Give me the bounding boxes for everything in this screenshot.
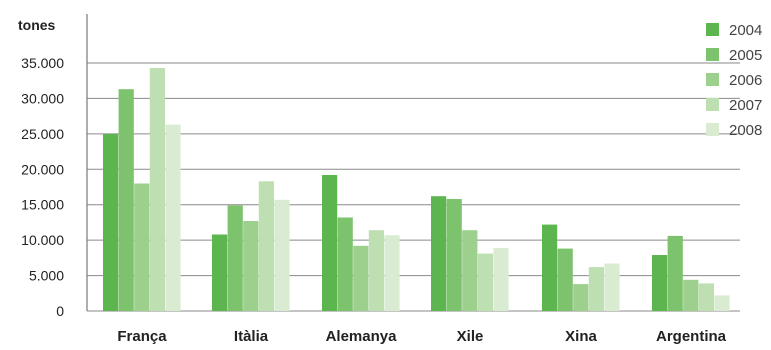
bar-2005-1	[227, 205, 243, 311]
y-axis-tick-labels: 0 5.000 10.000 15.000 20.000 25.000 30.000 35.0…	[21, 55, 64, 319]
bar-2007-3	[477, 253, 493, 311]
bar-2006-0	[134, 183, 150, 311]
bar-2008-5	[714, 295, 730, 311]
y-tick-label: 35.000	[21, 55, 64, 71]
bar-2007-0	[149, 68, 165, 311]
bar-2005-3	[446, 199, 462, 311]
bar-2006-3	[462, 230, 478, 311]
x-category-label: Itàlia	[234, 328, 269, 345]
bar-2006-1	[243, 221, 259, 311]
y-tick-label: 5.000	[29, 268, 64, 284]
bar-2006-2	[353, 245, 369, 311]
bar-2007-2	[368, 230, 384, 311]
bar-2006-5	[683, 279, 699, 311]
bar-2005-5	[667, 235, 683, 311]
bar-2007-4	[588, 267, 604, 311]
x-category-label: Xina	[565, 328, 597, 345]
legend-label: 2005	[729, 47, 762, 64]
bar-2004-2	[322, 175, 338, 311]
bar-2008-2	[384, 235, 400, 311]
bar-2008-3	[493, 247, 509, 311]
gridlines	[87, 62, 740, 312]
y-tick-label: 10.000	[21, 232, 64, 248]
bar-2004-1	[212, 234, 228, 311]
bar-2004-3	[431, 196, 447, 311]
bar-2005-0	[118, 89, 134, 311]
legend-swatch	[706, 48, 719, 61]
x-axis-category-labels: França Itàlia Alemanya Xile Xina Argentina	[117, 328, 726, 345]
legend-swatch	[706, 23, 719, 36]
bar-2007-5	[698, 283, 714, 311]
x-category-label: Xile	[457, 328, 484, 345]
legend-swatch	[706, 98, 719, 111]
bars	[103, 68, 730, 311]
legend-label: 2007	[729, 97, 762, 114]
bar-2004-0	[103, 133, 119, 311]
legend-swatch	[706, 73, 719, 86]
x-category-label: França	[117, 328, 167, 345]
legend: 2004 2005 2006 2007 2008	[706, 22, 762, 139]
y-axis-unit-label: tones	[18, 17, 56, 33]
bar-2005-2	[337, 217, 353, 311]
y-tick-label: 20.000	[21, 161, 64, 177]
bar-2006-4	[573, 284, 589, 311]
bar-2004-5	[652, 255, 668, 311]
x-category-label: Argentina	[656, 328, 727, 345]
bar-2007-1	[258, 181, 274, 311]
y-tick-label: 0	[56, 303, 64, 319]
legend-swatch	[706, 123, 719, 136]
y-tick-label: 25.000	[21, 126, 64, 142]
legend-label: 2004	[729, 22, 762, 39]
bar-2008-0	[165, 124, 181, 311]
legend-label: 2006	[729, 72, 762, 89]
bar-2008-1	[274, 199, 290, 311]
legend-label: 2008	[729, 122, 762, 139]
bar-2008-4	[604, 263, 620, 311]
y-tick-label: 30.000	[21, 90, 64, 106]
bar-2004-4	[542, 224, 558, 311]
y-tick-label: 15.000	[21, 197, 64, 213]
x-category-label: Alemanya	[326, 328, 398, 345]
bar-2005-4	[557, 248, 573, 311]
